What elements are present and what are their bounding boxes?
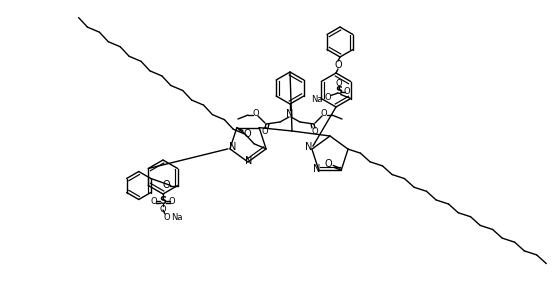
Text: O: O bbox=[243, 129, 251, 139]
Text: O: O bbox=[160, 205, 166, 213]
Text: N: N bbox=[246, 156, 253, 166]
Text: O: O bbox=[324, 159, 332, 169]
Text: O: O bbox=[321, 110, 328, 119]
Text: N: N bbox=[305, 142, 312, 152]
Text: O: O bbox=[324, 93, 331, 102]
Text: Na: Na bbox=[171, 213, 183, 222]
Text: O: O bbox=[253, 110, 259, 119]
Text: N: N bbox=[286, 109, 294, 119]
Text: O: O bbox=[151, 196, 157, 205]
Text: O: O bbox=[163, 181, 171, 190]
Text: Na: Na bbox=[311, 95, 323, 104]
Text: O: O bbox=[262, 127, 268, 136]
Text: O: O bbox=[343, 87, 350, 96]
Text: S: S bbox=[335, 87, 342, 97]
Text: O: O bbox=[335, 79, 342, 88]
Text: N: N bbox=[229, 142, 237, 152]
Text: O: O bbox=[163, 213, 170, 222]
Text: O: O bbox=[312, 127, 318, 136]
Text: S: S bbox=[160, 196, 166, 206]
Text: N: N bbox=[313, 164, 320, 174]
Text: O: O bbox=[334, 60, 342, 70]
Text: O: O bbox=[169, 196, 175, 205]
